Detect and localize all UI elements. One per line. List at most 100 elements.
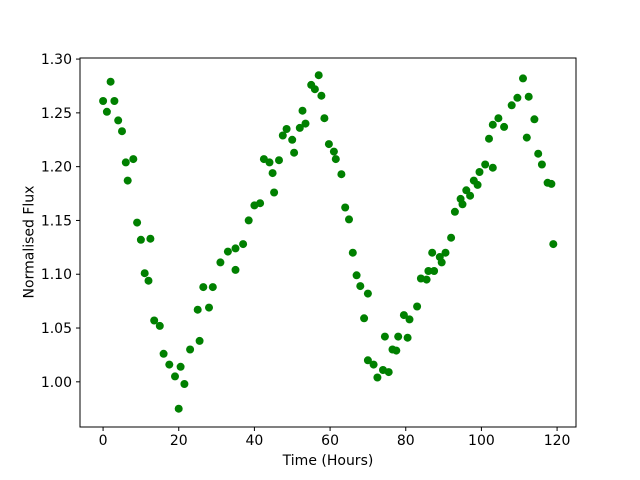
data-point xyxy=(129,155,138,164)
x-tick-label: 80 xyxy=(397,433,415,449)
data-point xyxy=(360,314,369,323)
y-tick-label: 1.00 xyxy=(41,375,72,391)
data-point xyxy=(547,179,556,188)
data-point xyxy=(301,119,310,128)
data-point xyxy=(290,148,299,157)
x-tick-label: 120 xyxy=(544,433,571,449)
data-point xyxy=(399,311,408,320)
data-point xyxy=(430,267,439,275)
data-point xyxy=(171,372,179,381)
data-point xyxy=(488,163,497,172)
data-point xyxy=(494,114,503,123)
data-point xyxy=(231,244,240,253)
data-point xyxy=(114,116,123,125)
y-tick-label: 1.05 xyxy=(41,321,72,337)
x-tick-label: 40 xyxy=(245,433,263,449)
data-point xyxy=(136,235,145,244)
data-point xyxy=(394,332,403,341)
data-point xyxy=(121,158,130,167)
data-point xyxy=(176,362,185,371)
data-point xyxy=(488,120,497,129)
data-point xyxy=(282,125,291,133)
data-point xyxy=(475,168,484,176)
data-point xyxy=(150,316,159,325)
data-point xyxy=(441,248,450,257)
data-point xyxy=(205,303,213,312)
data-point xyxy=(223,247,232,256)
data-point xyxy=(413,302,422,311)
data-point xyxy=(363,289,372,298)
data-point xyxy=(268,169,277,178)
data-point xyxy=(380,332,389,341)
data-point xyxy=(356,282,365,291)
data-point xyxy=(275,156,283,165)
data-point xyxy=(373,373,382,382)
y-tick-label: 1.20 xyxy=(41,160,72,176)
data-point xyxy=(507,101,516,110)
x-tick-label: 60 xyxy=(321,433,339,449)
data-point xyxy=(424,267,433,275)
data-point xyxy=(165,360,174,369)
data-point xyxy=(392,346,401,355)
data-point xyxy=(331,155,340,164)
data-point xyxy=(405,315,414,324)
data-point xyxy=(295,123,304,132)
data-point xyxy=(186,345,195,354)
data-point xyxy=(363,356,372,365)
data-point xyxy=(337,170,346,179)
data-point xyxy=(428,248,437,257)
data-point xyxy=(193,305,202,314)
data-point xyxy=(102,107,111,116)
data-point xyxy=(384,368,393,377)
data-point xyxy=(314,71,323,80)
y-tick-label: 1.10 xyxy=(41,267,72,283)
data-point xyxy=(458,200,467,209)
data-point xyxy=(549,240,558,249)
data-point xyxy=(317,91,326,100)
data-point xyxy=(270,188,279,197)
y-tick-label: 1.15 xyxy=(41,213,72,229)
data-point xyxy=(345,215,353,224)
x-tick-label: 0 xyxy=(99,433,108,449)
data-point xyxy=(244,216,253,225)
data-point xyxy=(144,276,153,285)
data-point xyxy=(524,92,533,101)
x-axis-label: Time (Hours) xyxy=(282,453,374,469)
data-point xyxy=(231,265,240,274)
data-point xyxy=(298,106,307,115)
y-tick-label: 1.30 xyxy=(41,52,72,68)
data-point xyxy=(118,127,126,136)
data-point xyxy=(341,203,350,212)
data-point xyxy=(324,140,333,149)
data-point xyxy=(106,77,115,86)
data-point xyxy=(537,160,546,169)
x-tick-label: 20 xyxy=(170,433,188,449)
data-point xyxy=(422,275,431,284)
data-point xyxy=(466,191,475,200)
data-point xyxy=(216,258,225,267)
data-point xyxy=(500,122,509,131)
data-point xyxy=(278,131,287,140)
data-point xyxy=(256,199,265,208)
data-point xyxy=(310,85,319,94)
data-point xyxy=(403,333,412,342)
data-point xyxy=(437,258,446,267)
data-point xyxy=(159,349,168,358)
y-tick-label: 1.25 xyxy=(41,106,72,122)
data-point xyxy=(530,115,539,124)
data-point xyxy=(485,134,493,143)
data-point xyxy=(522,133,531,142)
data-point xyxy=(534,149,543,158)
data-point xyxy=(99,97,108,105)
data-point xyxy=(140,269,149,278)
data-point xyxy=(481,160,490,169)
x-tick-label: 100 xyxy=(468,433,495,449)
data-point xyxy=(320,114,329,123)
data-point xyxy=(447,233,456,242)
data-point xyxy=(195,336,204,345)
data-point xyxy=(208,283,217,292)
data-point xyxy=(352,271,361,280)
y-axis-label: Normalised Flux xyxy=(21,185,38,299)
